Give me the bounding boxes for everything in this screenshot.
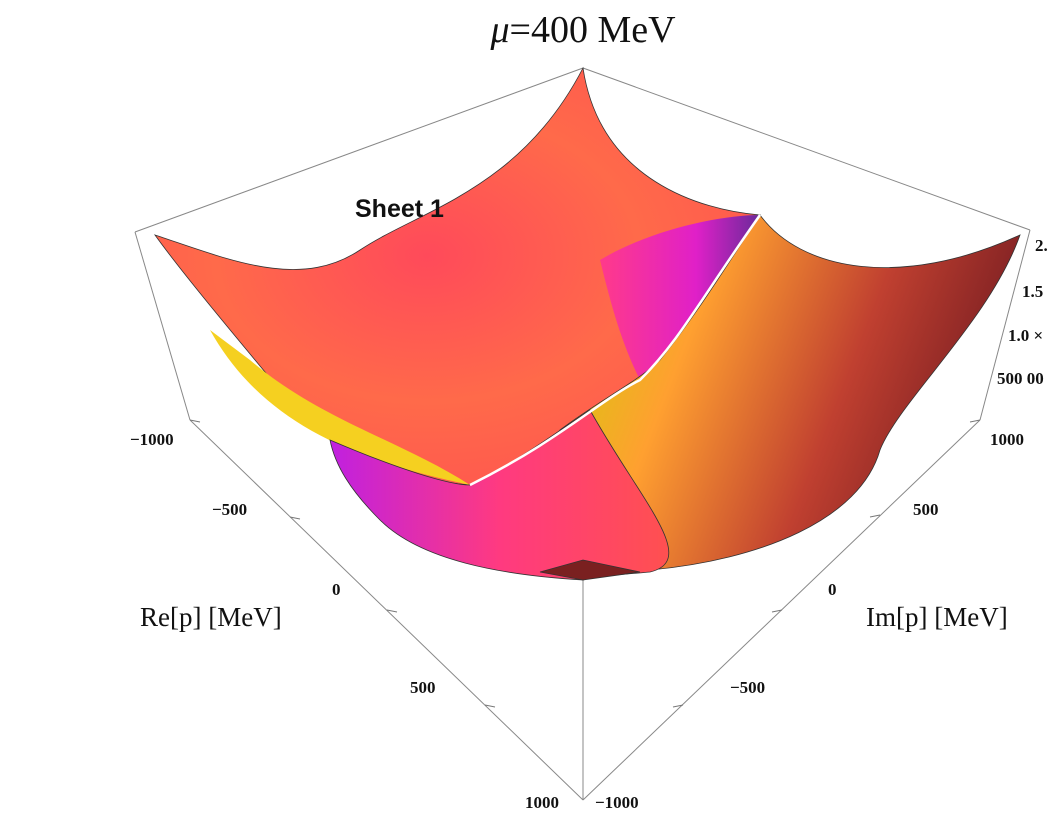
z-tick: 1.0 × <box>1008 326 1044 345</box>
y-axis-label: Im[p] [MeV] <box>866 602 1008 632</box>
y-tick: 500 <box>913 500 939 519</box>
x-tick: 0 <box>332 580 341 599</box>
branch-cut <box>469 214 762 487</box>
z-tick: 1.5 <box>1022 282 1044 301</box>
sheet-label: Sheet 1 <box>355 195 444 223</box>
surface <box>153 66 1021 581</box>
y-tick: −1000 <box>595 793 639 812</box>
x-tick: 500 <box>410 678 436 697</box>
surface-front-edge <box>539 559 641 581</box>
surface-purple-band <box>600 215 760 380</box>
title-mu: μ <box>490 9 510 51</box>
z-tick: 500 00 <box>997 369 1044 388</box>
surface-front <box>329 409 670 581</box>
y-tick: 1000 <box>990 430 1024 449</box>
chart-title: μ=400 MeV <box>0 8 1050 52</box>
x-tick: 1000 <box>525 793 559 812</box>
y-tick: −500 <box>730 678 766 697</box>
x-tick: −1000 <box>130 430 174 449</box>
tick-marks <box>189 419 981 708</box>
x-axis-label: Re[p] [MeV] <box>140 602 282 632</box>
z-tick: 2. <box>1035 236 1048 255</box>
title-text: =400 MeV <box>509 9 676 51</box>
x-tick: −500 <box>212 500 248 519</box>
y-tick: 0 <box>828 580 837 599</box>
